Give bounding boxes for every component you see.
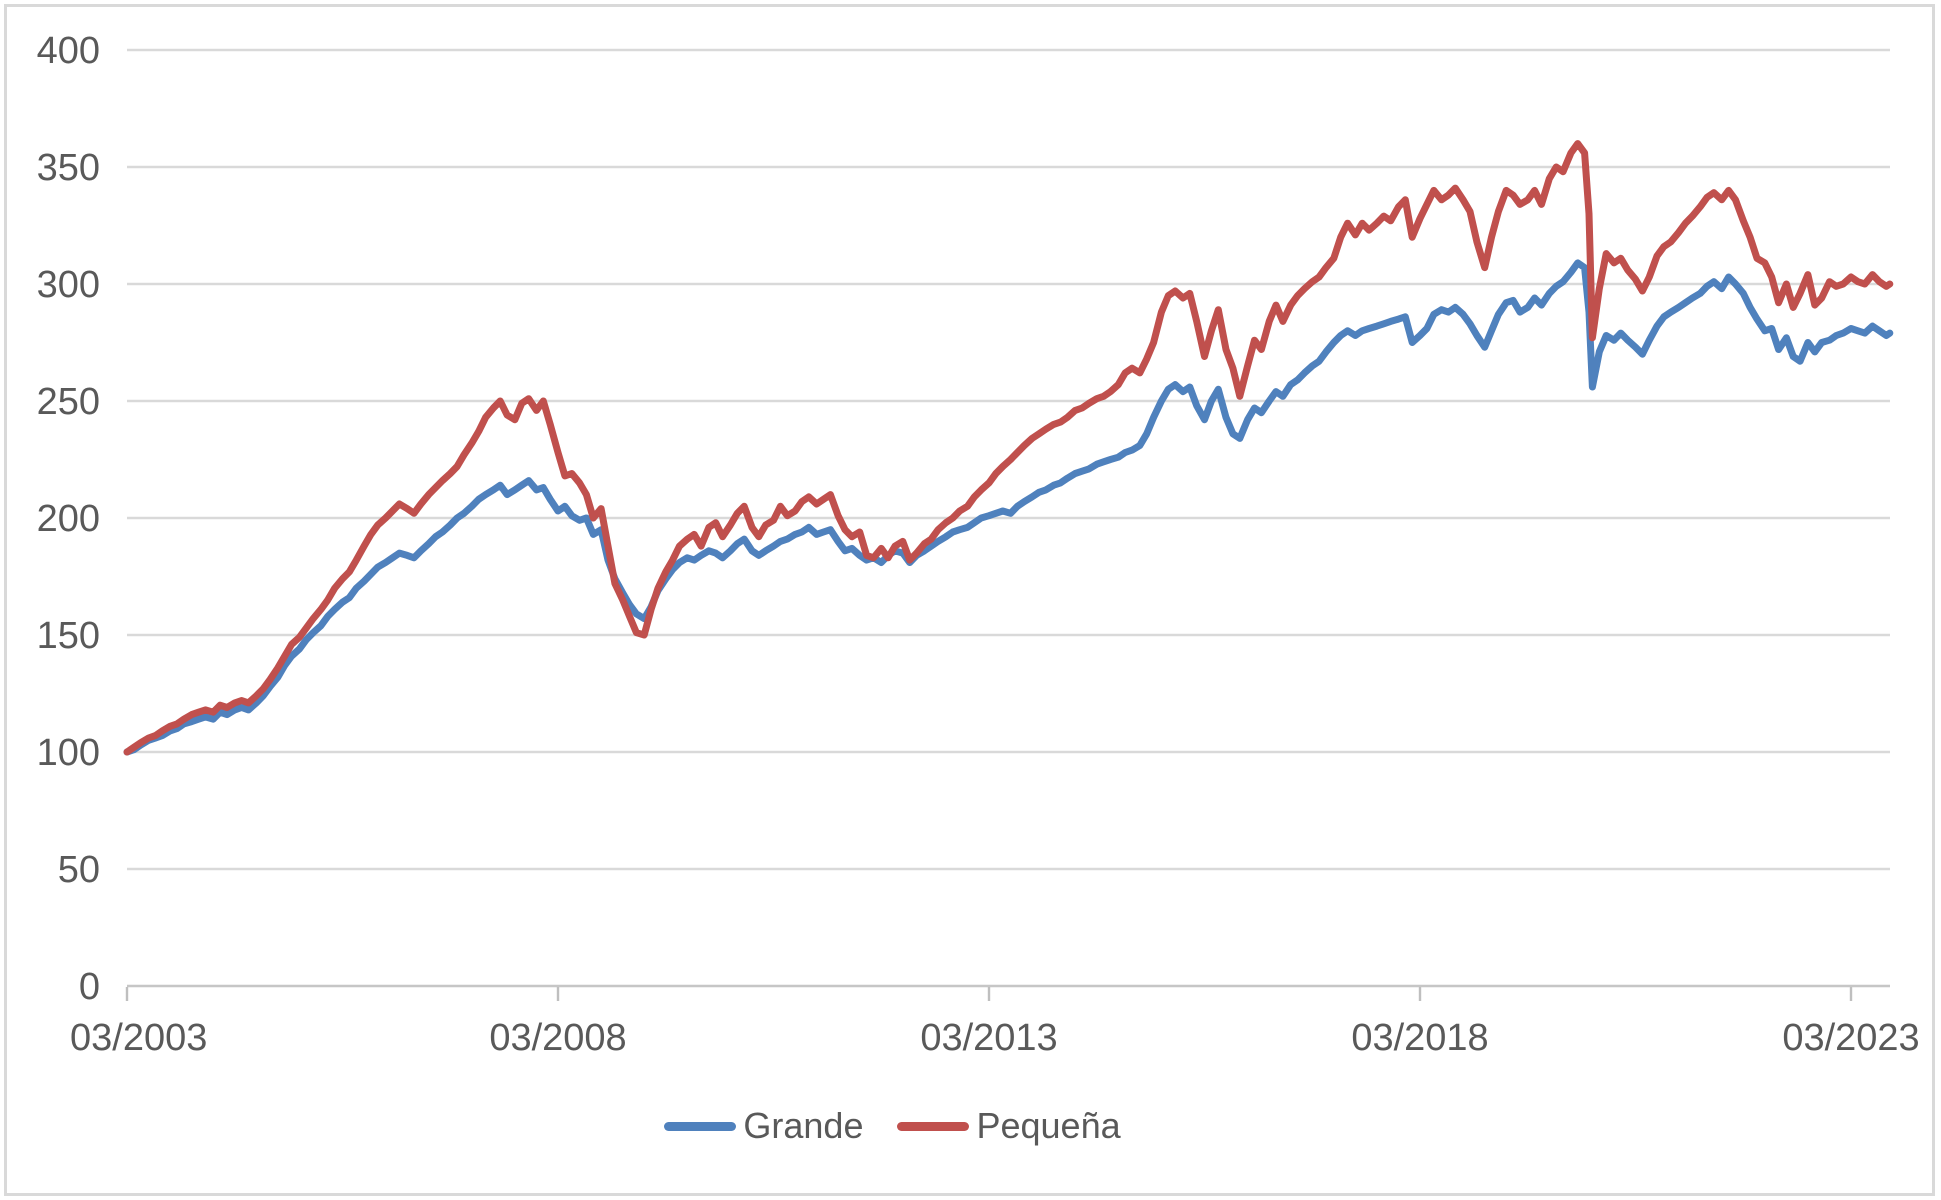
y-tick-label: 0 xyxy=(79,966,100,1008)
y-tick-label: 300 xyxy=(37,264,100,306)
legend-label-pequena: Pequeña xyxy=(976,1105,1121,1146)
series-line-grande[interactable] xyxy=(123,259,1894,756)
legend-label-grande: Grande xyxy=(743,1105,864,1146)
y-tick-label: 250 xyxy=(37,381,100,423)
y-tick-label: 50 xyxy=(58,849,100,891)
y-tick-label: 400 xyxy=(37,30,100,72)
x-tick-label: 03/2008 xyxy=(489,1017,626,1059)
legend-item-grande[interactable]: Grande xyxy=(664,1108,863,1144)
x-tick-label: 03/2023 xyxy=(1782,1017,1919,1059)
chart-legend: Grande Pequeña xyxy=(0,1108,1863,1144)
y-tick-label: 150 xyxy=(37,615,100,657)
x-tick-label: 03/2018 xyxy=(1351,1017,1488,1059)
x-tick-label: 03/2003 xyxy=(70,1017,207,1059)
legend-item-pequena[interactable]: Pequeña xyxy=(897,1105,1121,1146)
y-tick-label: 100 xyxy=(37,732,100,774)
grande-line-swatch-icon xyxy=(664,1121,737,1131)
y-tick-label: 200 xyxy=(37,498,100,540)
y-tick-label: 350 xyxy=(37,147,100,189)
pequena-line-swatch-icon xyxy=(897,1121,970,1131)
series-line-pequena[interactable] xyxy=(123,140,1894,756)
x-tick-label: 03/2013 xyxy=(920,1017,1057,1059)
